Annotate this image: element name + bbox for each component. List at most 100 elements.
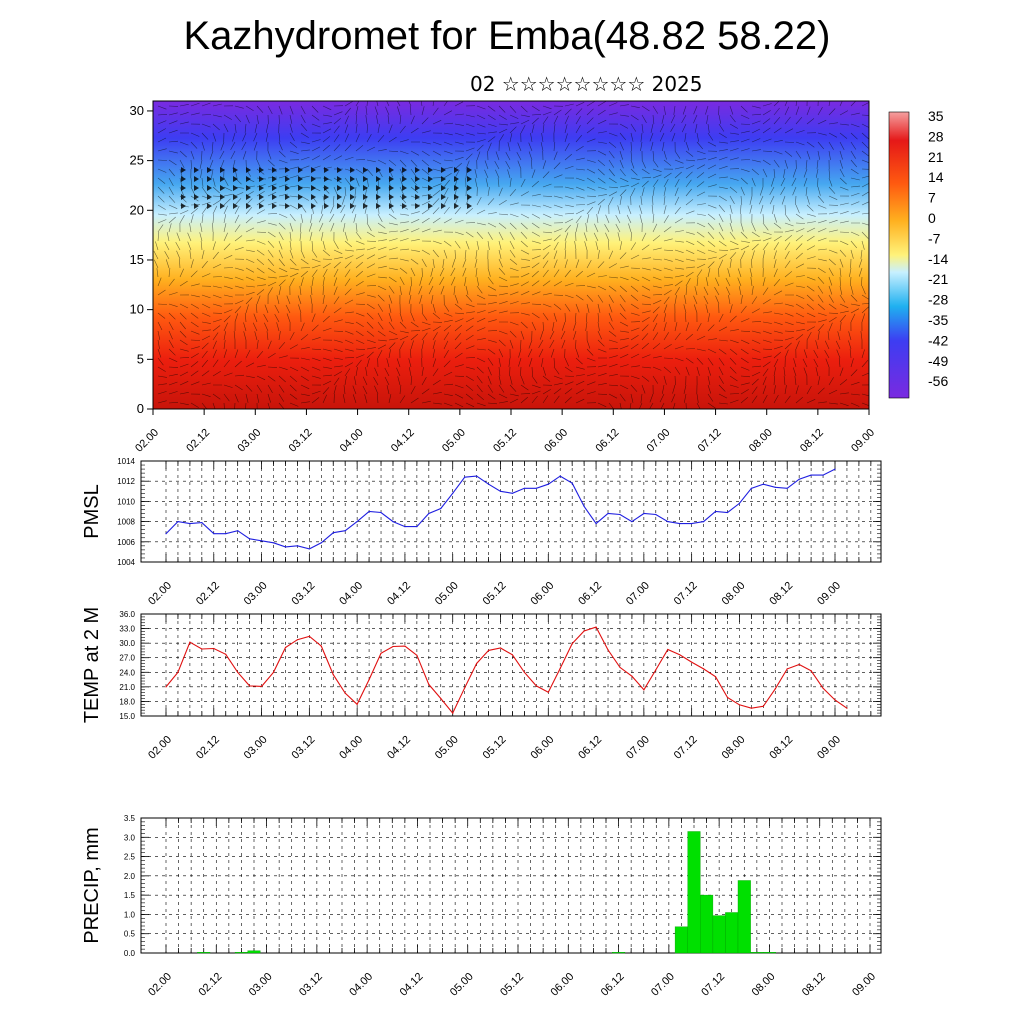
data-point [237,671,239,673]
data-point [655,513,657,516]
data-point [703,668,705,670]
data-point [762,705,764,707]
data-point [272,542,275,544]
xtick-label: 02.00 [146,580,174,608]
precip-bar [737,880,751,954]
xtick-label: 02.12 [194,734,222,762]
data-point [679,523,681,525]
xtick-label: 05.00 [448,971,476,999]
colorbar-label: 7 [928,190,936,206]
precip-bar [247,950,261,954]
colorbar-label: -21 [928,271,948,287]
heatmap-ytick-label: 20 [130,202,144,217]
heatmap-ytick-label: 15 [130,252,144,267]
ytick-label: 1006 [117,538,135,547]
colorbar [888,111,910,399]
xtick-label: 08.00 [720,734,748,762]
xtick-label: 07.12 [672,580,700,608]
data-point [308,548,310,550]
ytick-label: 0.0 [124,949,136,958]
pmsl-panel: 1004 1006 1008 1010 1012 1014 02.00 02.12 03.00 0… [81,457,882,608]
precip-bar [612,952,626,954]
xtick-label: 06.12 [599,971,627,999]
heatmap-xtick-label: 05.12 [491,427,519,455]
data-point [440,507,442,510]
data-point [738,704,741,706]
data-point [428,683,430,686]
xtick-label: 07.12 [699,971,727,999]
xtick-label: 04.00 [337,734,365,762]
heatmap-xtick-label: 09.00 [849,427,877,455]
data-point [607,512,609,515]
data-point [798,663,800,666]
ytick-label: 18.0 [119,697,135,706]
xtick-label: 08.12 [767,580,795,608]
data-point [189,641,191,643]
xtick-label: 02.00 [146,734,174,762]
temp-panel: 15.0 18.0 21.0 24.0 27.0 30.0 33.0 36.0 02.00 02.… [81,607,882,762]
xtick-label: 06.00 [528,580,556,608]
data-point [368,679,370,681]
data-point [619,513,621,516]
data-point [535,685,537,687]
data-point [774,486,776,488]
data-point [798,478,800,480]
colorbar-labels: 35 28 21 14 7 0 -7 -14 -21 -28 -35 -42 -49 -56 [928,108,948,389]
xtick-label: 07.12 [672,734,700,762]
xtick-label: 02.12 [194,580,222,608]
data-point [488,649,490,652]
colorbar-label: 0 [928,210,936,226]
wind-vectors [153,101,869,409]
precip-bar [197,952,211,954]
colorbar-label: -49 [928,353,948,369]
axis-label: TEMP at 2 M [81,607,103,723]
xtick-label: 07.00 [624,734,652,762]
heatmap-xtick-label: 06.00 [542,427,570,455]
xtick-label: 03.12 [290,580,318,608]
data-point [476,662,478,665]
precip-bar [687,831,701,954]
data-point [308,635,310,637]
xtick-label: 04.00 [337,580,365,608]
data-point [177,671,179,673]
data-point [165,533,167,535]
data-point [726,696,729,699]
ytick-label: 1008 [117,518,135,527]
data-point [213,533,215,535]
series-line [165,626,848,715]
colorbar-label: 21 [928,149,944,165]
panel-frame [140,460,882,563]
data-point [225,653,227,655]
data-point [691,661,693,663]
data-point [261,540,263,542]
data-point [523,487,526,489]
xtick-label: 09.00 [850,971,878,999]
ytick-label: 27.0 [119,654,135,663]
data-point [655,669,657,671]
data-point [631,521,633,523]
xtick-label: 07.00 [649,971,677,999]
xtick-label: 06.12 [576,580,604,608]
data-point [547,483,549,485]
xtick-label: 06.12 [576,734,604,762]
data-point [464,687,466,689]
data-point [607,649,609,651]
ytick-label: 21.0 [119,683,135,692]
data-point [416,526,418,528]
heatmap-xtick-label: 03.00 [235,427,263,455]
heatmap-xtick-label: 04.12 [389,427,417,455]
data-point [726,511,729,514]
ytick-label: 1010 [117,497,135,506]
chart-title: Kazhydromet for Emba(48.82 58.22) [183,14,831,58]
data-point [583,630,585,632]
data-point [750,487,753,489]
heatmap-xtick-label: 08.12 [798,427,826,455]
colorbar-label: -35 [928,312,948,328]
data-point [452,712,454,714]
data-point [332,532,334,534]
axis-label: PRECIP, mm [81,827,103,943]
ytick-label: 30.0 [119,639,135,648]
colorbar-label: -14 [928,251,948,267]
xtick-label: 09.00 [815,734,843,762]
xtick-label: 05.12 [481,734,509,762]
